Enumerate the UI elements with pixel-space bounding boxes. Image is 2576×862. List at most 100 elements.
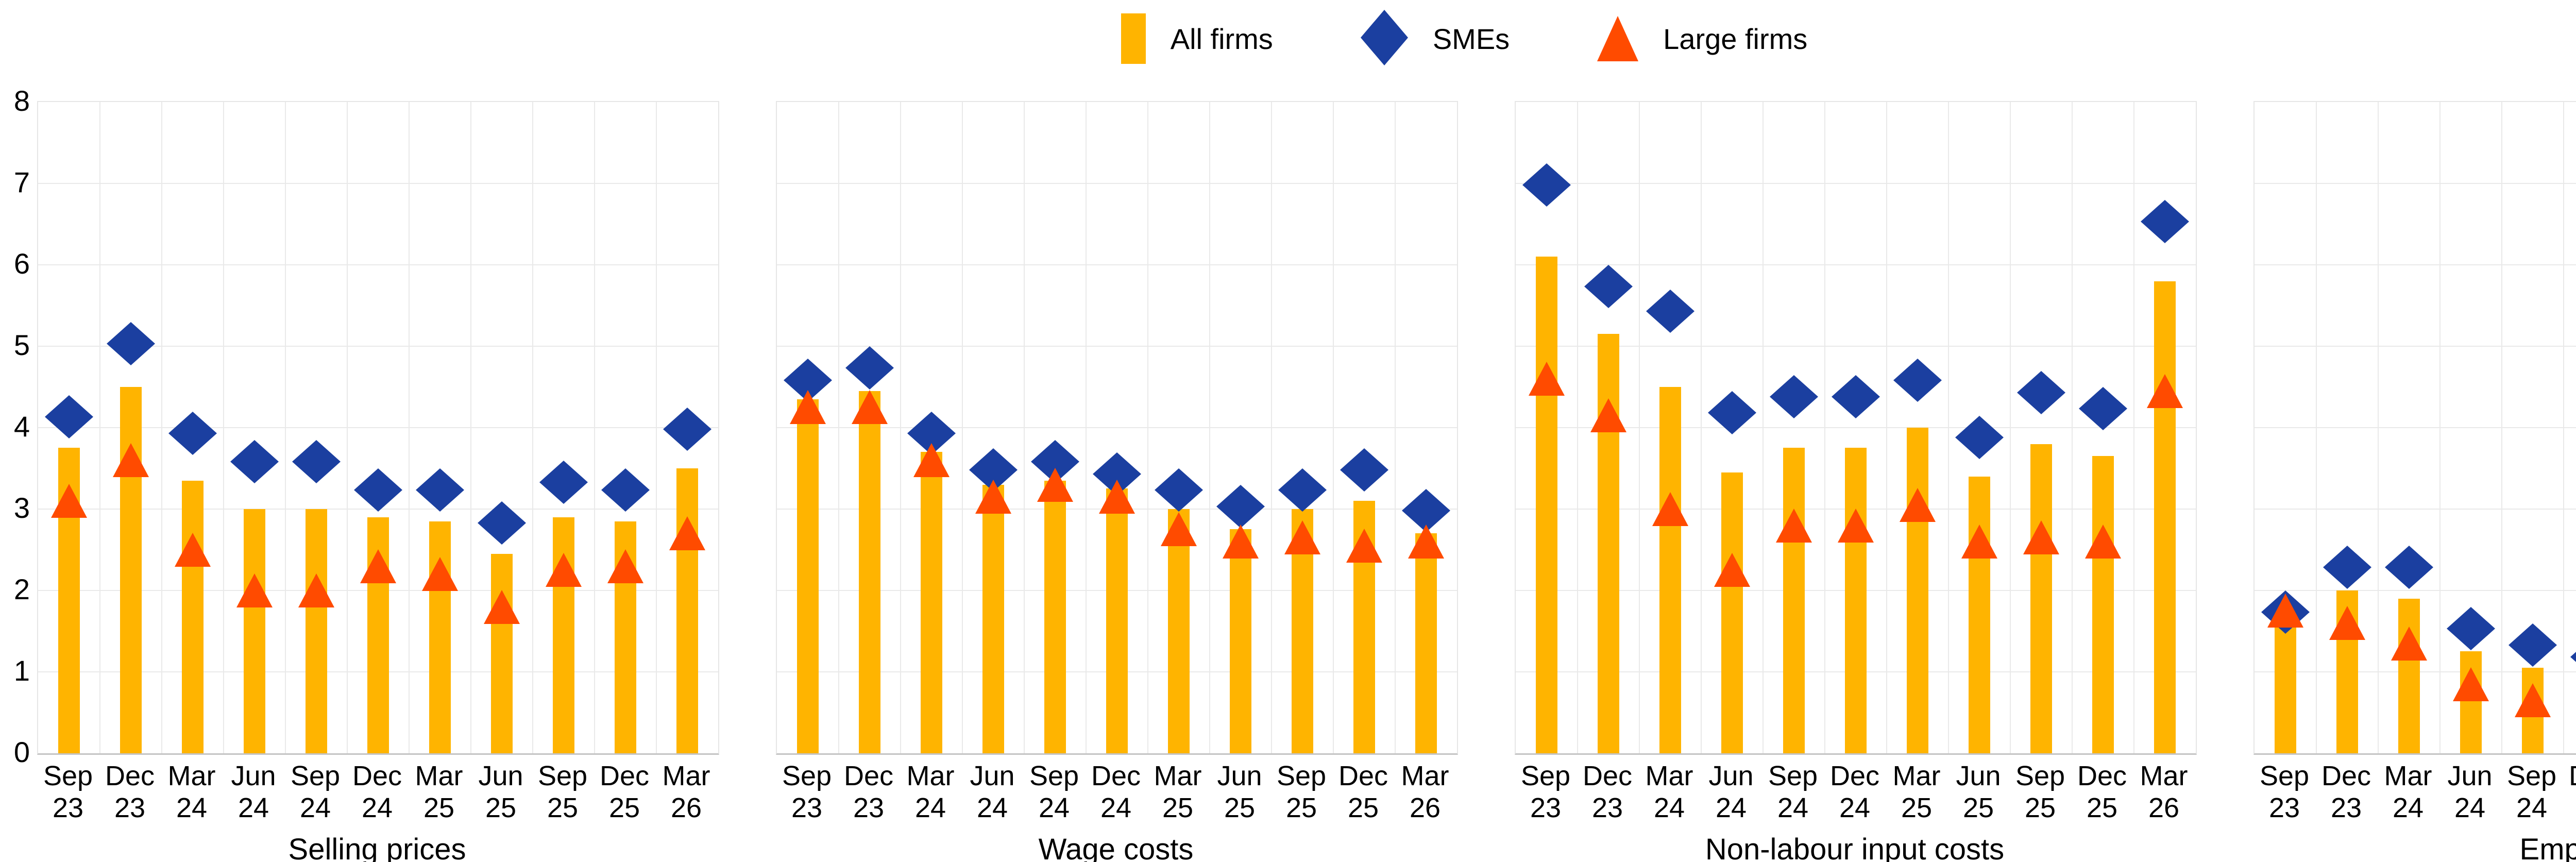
large-firms-triangle-marker	[1223, 525, 1259, 559]
gridline-horizontal	[1516, 264, 2196, 265]
panel-non-labour-input-costs: Sep 23 Dec 23 Mar 24 Jun 24 Sep 24 Dec 24 Mar …	[1515, 101, 2197, 862]
gridline-vertical	[2316, 102, 2317, 753]
large-firms-triangle-marker	[2085, 525, 2121, 559]
x-tick-label: Dec 25	[1338, 760, 1388, 823]
panel-title: Non-labour input costs	[1705, 833, 2005, 862]
y-tick-label: 0	[13, 736, 30, 768]
bar-all-firms	[491, 554, 513, 753]
x-tick-label: Dec 23	[1582, 760, 1633, 823]
large-firms-triangle-marker	[1408, 525, 1444, 559]
gridline-vertical	[347, 102, 348, 753]
y-tick-label: 1	[13, 654, 30, 687]
x-tick-label: Sep 24	[2506, 760, 2557, 823]
large-firms-triangle-marker	[546, 553, 582, 587]
plot-area-non-labour-input-costs	[1515, 101, 2197, 755]
sme-diamond-marker	[1216, 485, 1265, 531]
bar-all-firms	[182, 481, 204, 753]
large-firms-triangle-marker	[1961, 525, 1997, 559]
large-firms-triangle-marker	[1161, 512, 1197, 546]
bar-all-firms	[306, 509, 327, 753]
large-firms-triangle-marker	[1776, 509, 1812, 543]
sme-diamond-marker	[1955, 416, 2004, 462]
y-tick-label: 7	[13, 166, 30, 198]
gridline-vertical	[2133, 102, 2134, 753]
gridline-vertical	[285, 102, 286, 753]
sme-diamond-marker	[107, 322, 155, 368]
x-tick-label: Jun 25	[478, 760, 523, 823]
sme-diamond-marker	[539, 461, 588, 506]
large-firms-triangle-marker	[852, 390, 888, 424]
y-tick-label: 8	[13, 84, 30, 117]
large-firms-triangle-marker	[1284, 520, 1320, 554]
gridline-horizontal	[2255, 509, 2576, 510]
gridline-vertical	[1577, 102, 1578, 753]
bar-all-firms	[244, 509, 265, 753]
sme-diamond-marker	[663, 408, 711, 453]
gridline-horizontal	[1516, 346, 2196, 347]
bar-all-firms	[859, 391, 880, 753]
x-tick-label: Sep 24	[1768, 760, 1818, 823]
gridline-horizontal	[777, 346, 1457, 347]
sme-diamond-marker	[478, 501, 526, 547]
x-tick-label: Mar 26	[1401, 760, 1449, 823]
legend-item-smes: SMEs	[1360, 9, 1510, 68]
sme-diamond-marker	[2323, 546, 2371, 591]
bar-all-firms	[676, 468, 698, 753]
gridline-vertical	[2563, 102, 2564, 753]
bar-all-firms	[1845, 448, 1867, 753]
x-tick-label: Jun 24	[2447, 760, 2493, 823]
large-firms-triangle-marker	[2267, 594, 2303, 628]
bar-all-firms	[1106, 488, 1128, 753]
gridline-vertical	[2010, 102, 2011, 753]
large-firms-triangle-marker	[1529, 362, 1565, 396]
sme-diamond-marker	[1893, 359, 1942, 404]
sme-diamond-marker	[1340, 448, 1388, 494]
gridline-horizontal	[38, 183, 718, 184]
sme-diamond-marker	[416, 468, 464, 514]
x-tick-label: Dec 24	[352, 760, 402, 823]
gridline-vertical	[1824, 102, 1825, 753]
large-firms-triangle-marker	[484, 590, 520, 624]
legend-item-large-firms: Large firms	[1597, 16, 1807, 61]
gridline-vertical	[2501, 102, 2502, 753]
sme-diamond-marker	[292, 440, 341, 486]
bar-all-firms	[1415, 533, 1437, 753]
x-tick-label: Sep 23	[1520, 760, 1571, 823]
large-firms-triangle-marker	[1590, 398, 1626, 432]
bar-all-firms	[1598, 334, 1619, 753]
large-firms-triangle-marker	[1652, 492, 1688, 526]
large-firms-triangle-marker	[2453, 667, 2489, 701]
large-firms-triangle-marker	[913, 443, 950, 477]
sme-diamond-marker	[1522, 163, 1571, 209]
y-tick-label: 5	[13, 329, 30, 361]
sme-diamond-marker	[2447, 607, 2495, 653]
x-tick-label: Mar 25	[1154, 760, 1202, 823]
sme-diamond-marker	[1708, 391, 1756, 437]
large-firms-triangle-marker	[298, 573, 334, 607]
bar-all-firms	[1536, 257, 1557, 753]
gridline-horizontal	[777, 183, 1457, 184]
x-tick-label: Mar 25	[415, 760, 463, 823]
sme-diamond-marker	[1402, 489, 1450, 535]
sme-diamond-marker	[1646, 290, 1694, 335]
sme-diamond-marker	[168, 412, 217, 458]
smes-diamond-icon	[1360, 9, 1408, 68]
gridline-vertical	[1209, 102, 1210, 753]
sme-diamond-marker	[2141, 200, 2189, 246]
x-tick-label: Dec 24	[2563, 760, 2576, 824]
large-firms-triangle-marker	[975, 480, 1011, 514]
bar-all-firms	[1907, 428, 1928, 753]
x-tick-label: Sep 25	[537, 760, 588, 823]
all-firms-bar-icon	[1121, 13, 1146, 64]
large-firms-triangle-marker	[2391, 627, 2427, 661]
gridline-vertical	[594, 102, 595, 753]
x-tick-label: Dec 23	[843, 760, 894, 823]
gridline-horizontal	[777, 264, 1457, 265]
large-firms-triangle-marker	[1099, 480, 1135, 514]
large-firms-triangle-marker	[422, 557, 458, 591]
gridline-horizontal	[2255, 183, 2576, 184]
large-firms-triangle-marker	[1900, 488, 1936, 522]
large-firms-triangle-marker	[790, 390, 826, 424]
gridline-horizontal	[2255, 346, 2576, 347]
